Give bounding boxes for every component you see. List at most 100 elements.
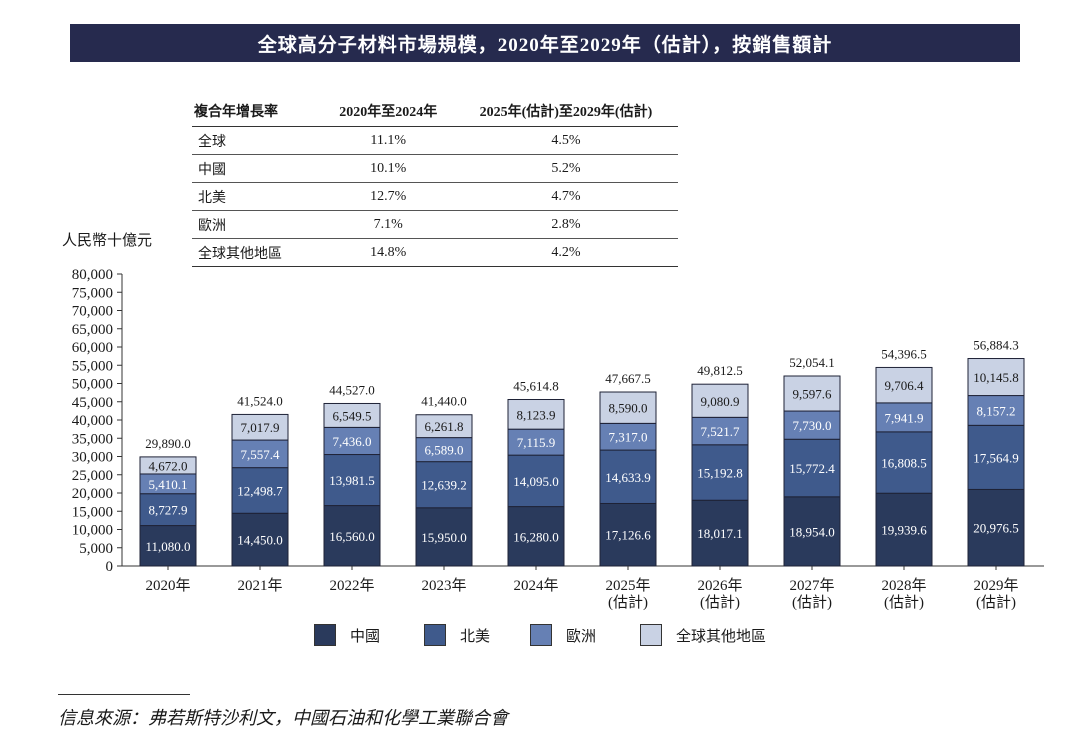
legend-label-rest-of-world: 全球其他地區 [676, 628, 767, 645]
x-tick-label: 2022年 [329, 577, 374, 594]
bar-segment [599, 502, 657, 567]
cagr-table: 複合年增長率 2020年至2024年 2025年(估計)至2029年(估計) 全… [192, 96, 678, 267]
bar-segment [231, 512, 289, 567]
cagr-row: 歐洲 7.1% 2.8% [192, 210, 678, 239]
y-tick-label: 60,000 [72, 340, 113, 356]
cagr-row: 北美 12.7% 4.7% [192, 182, 678, 211]
segment-value-label: 9,597.6 [793, 387, 833, 402]
segment-value-label: 17,126.6 [605, 528, 651, 543]
segment-value-label: 16,808.5 [881, 456, 927, 471]
cagr-value-2020-2024: 14.8% [322, 238, 454, 267]
bar-segment [139, 493, 197, 527]
legend-swatch-china [314, 624, 336, 646]
cagr-region: 北美 [192, 182, 323, 211]
source-divider [58, 694, 190, 695]
bar-segment [599, 391, 657, 424]
cagr-region: 全球 [192, 126, 323, 155]
segment-value-label: 7,521.7 [701, 424, 741, 439]
segment-value-label: 10,145.8 [973, 370, 1019, 385]
legend-item-china: 中國 [314, 624, 380, 646]
x-tick-label: (估計) [792, 594, 832, 611]
segment-value-label: 19,939.6 [881, 523, 927, 538]
y-tick-label: 5,000 [79, 541, 113, 557]
bar-total-label: 41,440.0 [421, 394, 467, 409]
x-tick-label: 2021年 [237, 577, 282, 594]
y-tick-label: 55,000 [72, 358, 113, 374]
y-tick-label: 15,000 [72, 504, 113, 520]
y-tick-label: 80,000 [72, 267, 113, 283]
x-tick-label: 2020年 [145, 577, 190, 594]
cagr-row: 全球其他地區 14.8% 4.2% [192, 238, 678, 267]
cagr-row: 中國 10.1% 5.2% [192, 154, 678, 183]
x-tick-label: 2028年 [881, 577, 926, 594]
bar-total-label: 56,884.3 [973, 337, 1019, 352]
segment-value-label: 14,450.0 [237, 533, 283, 548]
segment-value-label: 7,115.9 [517, 435, 556, 450]
segment-value-label: 18,017.1 [697, 526, 743, 541]
segment-value-label: 7,017.9 [241, 420, 280, 435]
segment-value-label: 12,639.2 [421, 478, 467, 493]
bar-segment [783, 438, 841, 498]
bar-total-label: 45,614.8 [513, 379, 559, 394]
y-tick-label: 10,000 [72, 523, 113, 539]
cagr-value-2025-2029: 4.5% [453, 126, 678, 155]
chart-title: 全球高分子材料市場規模，2020年至2029年（估計），按銷售額計 [70, 24, 1020, 62]
segment-value-label: 7,730.0 [793, 418, 832, 433]
segment-value-label: 7,941.9 [885, 410, 924, 425]
legend-label-europe: 歐洲 [566, 628, 597, 645]
cagr-header-label: 複合年增長率 [192, 96, 323, 127]
x-tick-label: 2024年 [513, 577, 558, 594]
bar-segment [323, 402, 381, 428]
y-tick-label: 75,000 [72, 285, 113, 301]
segment-value-label: 8,157.2 [977, 403, 1016, 418]
y-tick-label: 35,000 [72, 431, 113, 447]
bar-segment [231, 439, 289, 469]
segment-value-label: 5,410.1 [149, 477, 188, 492]
segment-value-label: 16,280.0 [513, 529, 559, 544]
bar-segment [691, 444, 749, 501]
segment-value-label: 7,436.0 [333, 434, 372, 449]
segment-value-label: 9,080.9 [701, 394, 740, 409]
segment-value-label: 15,772.4 [789, 461, 835, 476]
segment-value-label: 8,727.9 [149, 503, 188, 518]
bar-segment [507, 428, 565, 456]
segment-value-label: 4,672.0 [149, 458, 188, 473]
segment-value-label: 11,080.0 [145, 539, 190, 554]
bar-segment [691, 499, 749, 567]
cagr-value-2025-2029: 4.7% [453, 182, 678, 211]
bar-segment [415, 414, 473, 439]
bar-total-label: 52,054.1 [789, 355, 835, 370]
segment-value-label: 14,095.0 [513, 474, 559, 489]
bar-segment [507, 454, 565, 508]
x-tick-label: (估計) [884, 594, 924, 611]
y-tick-label: 45,000 [72, 395, 113, 411]
cagr-value-2020-2024: 11.1% [322, 126, 454, 155]
x-tick-label: 2025年 [605, 577, 650, 594]
segment-value-label: 16,560.0 [329, 529, 375, 544]
segment-value-label: 9,706.4 [885, 378, 925, 393]
x-tick-label: (估計) [976, 594, 1016, 611]
segment-value-label: 20,976.5 [973, 521, 1019, 536]
segment-value-label: 14,633.9 [605, 470, 651, 485]
bar-segment [875, 402, 933, 433]
cagr-value-2025-2029: 2.8% [453, 210, 678, 239]
segment-value-label: 8,590.0 [609, 401, 648, 416]
bar-segment [783, 410, 841, 440]
bar-total-label: 41,524.0 [237, 393, 283, 408]
x-tick-label: 2023年 [421, 577, 466, 594]
bar-total-label: 54,396.5 [881, 346, 927, 361]
bar-segment [783, 375, 841, 412]
bar-segment [323, 454, 381, 507]
segment-value-label: 7,317.0 [609, 430, 648, 445]
bar-segment [875, 431, 933, 494]
legend-label-north-america: 北美 [460, 628, 491, 645]
bar-segment [323, 426, 381, 456]
cagr-value-2025-2029: 4.2% [453, 238, 678, 267]
segment-value-label: 6,549.5 [333, 408, 372, 423]
x-tick-label: 2027年 [789, 577, 834, 594]
segment-value-label: 6,589.0 [425, 443, 464, 458]
segment-value-label: 6,261.8 [425, 419, 464, 434]
cagr-region: 歐洲 [192, 210, 323, 239]
y-tick-label: 25,000 [72, 468, 113, 484]
segment-value-label: 7,557.4 [241, 447, 281, 462]
